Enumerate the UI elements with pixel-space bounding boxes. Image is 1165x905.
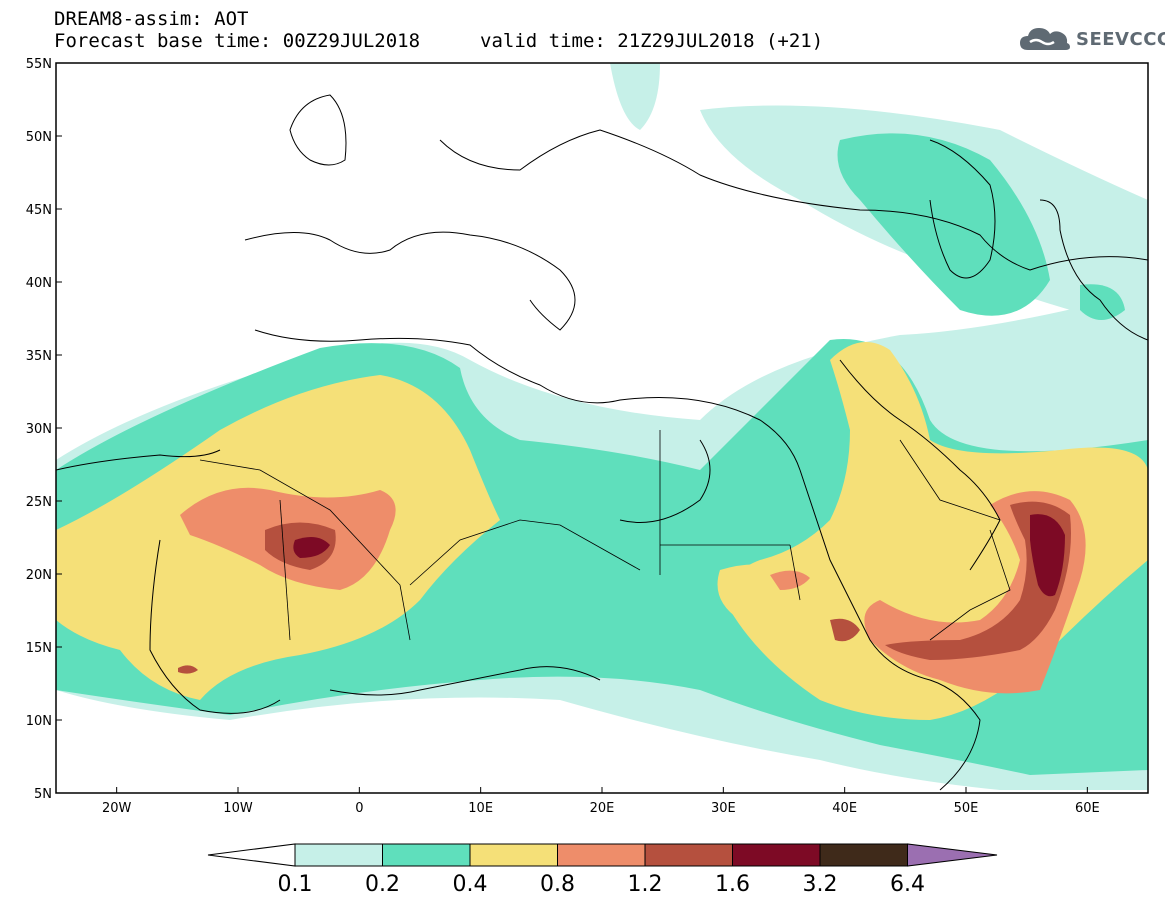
aot-contour-1.6 bbox=[293, 514, 1065, 597]
colorbar-swatch bbox=[382, 843, 471, 867]
forecast-base-time: Forecast base time: 00Z29JUL2018 bbox=[54, 30, 421, 52]
colorbar-under-triangle bbox=[207, 843, 296, 867]
colorbar-swatch bbox=[294, 843, 383, 867]
colorbar-swatch bbox=[819, 843, 908, 867]
colorbar-swatch bbox=[644, 843, 733, 867]
colorbar-level-label: 0.1 bbox=[277, 872, 313, 897]
seevccc-logo: SEEVCCC bbox=[1018, 24, 1165, 54]
colorbar-swatch bbox=[732, 843, 821, 867]
cloud-icon bbox=[1020, 28, 1070, 50]
longitude-axis: 20W 10W 0 10E 20E 30E 40E 50E 60E bbox=[102, 787, 1100, 816]
lat-label: 5N bbox=[34, 787, 52, 802]
colorbar-swatch bbox=[557, 843, 646, 867]
lon-label: 40E bbox=[832, 801, 857, 816]
lat-label: 35N bbox=[26, 349, 52, 364]
colorbar-level-label: 1.2 bbox=[627, 872, 663, 897]
colorbar-level-label: 3.2 bbox=[802, 872, 838, 897]
colorbar-over-triangle bbox=[907, 843, 998, 867]
lat-label: 15N bbox=[26, 641, 52, 656]
lat-label: 30N bbox=[26, 422, 52, 437]
colorbar-swatch bbox=[469, 843, 558, 867]
logo-text: SEEVCCC bbox=[1076, 29, 1165, 50]
coastlines bbox=[56, 94, 1148, 791]
lon-label: 60E bbox=[1075, 801, 1100, 816]
map-title: DREAM8-assim: AOT bbox=[54, 8, 249, 30]
country-borders bbox=[199, 430, 1011, 641]
lat-label: 20N bbox=[26, 568, 52, 583]
colorbar-level-label: 1.6 bbox=[715, 872, 750, 897]
lon-label: 50E bbox=[954, 801, 979, 816]
colorbar-level-label: 0.4 bbox=[452, 872, 488, 897]
lon-label: 20E bbox=[590, 801, 615, 816]
lat-label: 40N bbox=[26, 276, 52, 291]
lon-label: 30E bbox=[711, 801, 736, 816]
lat-label: 25N bbox=[26, 495, 52, 510]
colorbar-level-label: 6.4 bbox=[890, 872, 925, 897]
lon-label: 20W bbox=[102, 801, 132, 816]
lon-label: 0 bbox=[355, 801, 363, 816]
lon-label: 10E bbox=[468, 801, 493, 816]
lat-label: 55N bbox=[26, 57, 52, 72]
valid-time: valid time: 21Z29JUL2018 (+21) bbox=[480, 30, 824, 52]
lat-label: 50N bbox=[26, 130, 52, 145]
latitude-axis: 55N 50N 45N 40N 35N 30N 25N 20N 15N 10N 5N bbox=[26, 57, 62, 802]
lon-label: 10W bbox=[223, 801, 253, 816]
lat-label: 45N bbox=[26, 203, 52, 218]
lat-label: 10N bbox=[26, 714, 52, 729]
colorbar-level-label: 0.2 bbox=[365, 872, 400, 897]
colorbar-level-label: 0.8 bbox=[540, 872, 575, 897]
